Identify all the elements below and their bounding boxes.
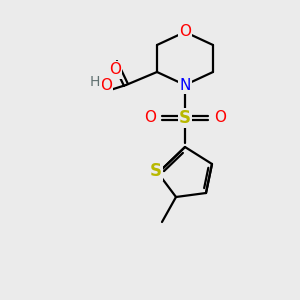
Text: H: H [90, 75, 100, 89]
Text: O: O [100, 77, 112, 92]
Text: O: O [109, 62, 121, 77]
Text: S: S [179, 109, 191, 127]
Text: N: N [179, 77, 191, 92]
Text: O: O [144, 110, 156, 125]
Text: O: O [179, 23, 191, 38]
Text: S: S [150, 162, 162, 180]
Text: O: O [214, 110, 226, 125]
